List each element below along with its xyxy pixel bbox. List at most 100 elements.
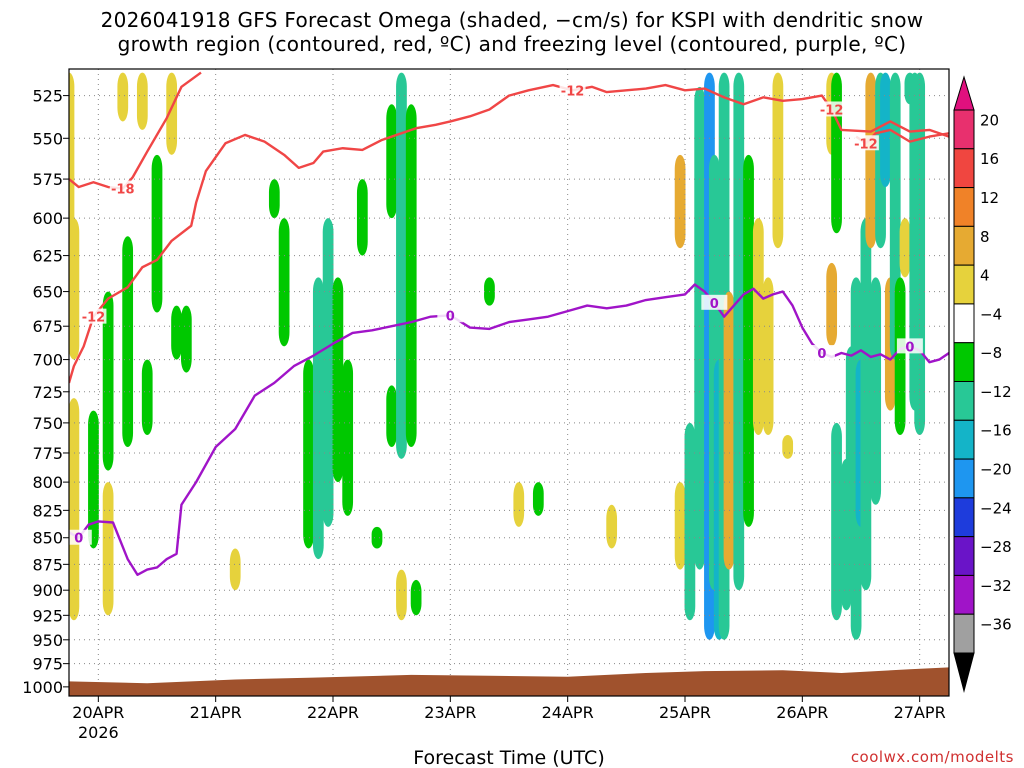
x-tick-label-27APR: 27APR (894, 703, 946, 722)
freezing-level-contour (69, 283, 949, 576)
dgz-label-4-bg (852, 135, 879, 151)
omega-cell-52 (831, 422, 842, 621)
y-tick-label-650: 650 (32, 283, 63, 302)
colorbar-label-12: −32 (980, 577, 1012, 595)
omega-cell-22 (356, 179, 368, 256)
x-year-label: 2026 (78, 723, 119, 742)
omega-cell-1 (69, 218, 80, 360)
terrain-fill (69, 667, 949, 696)
omega-shading (69, 72, 926, 640)
x-tick-label-24APR: 24APR (542, 703, 594, 722)
colorbar-swatch-12 (953, 574, 975, 615)
omega-cell-9 (141, 359, 153, 436)
credit-text: coolwx.com/modelts (851, 748, 1014, 766)
y-tick-label-975: 975 (32, 655, 63, 674)
y-tick-label-925: 925 (32, 606, 63, 625)
omega-cell-58 (865, 72, 877, 249)
x-axis: 20APR 21APR 22APR 23APR 24APR 25APR 26APR 27APR… (72, 696, 946, 742)
contour-lines: -18 -12 -12 -12 -12 0 0 0 0 0 (69, 71, 949, 576)
dgz-label-1-bg (109, 180, 136, 196)
colorbar-label-5: −4 (980, 305, 1002, 323)
y-tick-label-1000: 1000 (22, 678, 63, 697)
omega-cell-42 (723, 291, 735, 570)
colorbar-label-4: 4 (980, 267, 990, 285)
dgz-label-2: -12 (82, 311, 106, 326)
freezing-label-3: 0 (710, 297, 719, 312)
freezing-label-5-bg (896, 338, 923, 354)
y-tick-label-900: 900 (32, 581, 63, 600)
colorbar-label-1: 16 (980, 150, 999, 168)
colorbar-label-7: −12 (980, 383, 1012, 401)
freezing-label-1-bg (69, 529, 92, 545)
omega-cell-57 (860, 218, 872, 591)
x-axis-title: Forecast Time (UTC) (413, 747, 604, 768)
omega-cell-65 (899, 218, 911, 278)
y-tick-label-625: 625 (32, 247, 63, 266)
y-tick-label-950: 950 (32, 631, 63, 650)
omega-cell-44 (743, 154, 754, 527)
y-tick-label-675: 675 (32, 317, 63, 336)
dgz-contour-2 (855, 128, 949, 145)
omega-cell-32 (532, 482, 544, 516)
omega-cell-46 (762, 277, 774, 436)
omega-cell-5 (102, 291, 114, 471)
colorbar-label-10: −24 (980, 499, 1012, 517)
omega-cell-14 (229, 548, 241, 591)
dgz-contour-1 (69, 83, 949, 384)
y-tick-label-775: 775 (32, 444, 63, 463)
omega-cell-68 (914, 72, 926, 436)
omega-cell-2 (69, 398, 80, 621)
x-tick-label-21APR: 21APR (190, 703, 242, 722)
colorbar-top-arrow (953, 75, 975, 111)
colorbar-legend: 20 16 12 8 4 −4 −8 −12 −16 −20 −24 −28 −32 −36 (953, 75, 1012, 693)
y-tick-label-725: 725 (32, 383, 63, 402)
omega-cell-64 (894, 277, 906, 436)
colorbar-swatch-7 (953, 381, 975, 421)
omega-cell-26 (396, 72, 407, 459)
omega-cell-17 (303, 359, 314, 549)
dgz-label-3: -12 (561, 84, 585, 99)
x-tick-label-25APR: 25APR (659, 703, 711, 722)
freezing-label-5: 0 (905, 340, 914, 355)
y-tick-label-525: 525 (32, 87, 63, 106)
omega-cell-20 (332, 277, 344, 483)
y-tick-label-750: 750 (32, 414, 63, 433)
omega-cell-37 (694, 86, 706, 570)
colorbar-label-9: −20 (980, 460, 1012, 478)
dgz-label-4: -12 (854, 137, 878, 152)
colorbar-swatch-9 (953, 458, 975, 499)
y-tick-label-600: 600 (32, 209, 63, 228)
omega-cell-51 (831, 72, 842, 234)
colorbar-swatch-6 (953, 342, 975, 383)
omega-cell-7 (122, 236, 134, 448)
omega-cell-34 (674, 154, 686, 249)
y-tick-label-550: 550 (32, 129, 63, 148)
x-tick-label-23APR: 23APR (424, 703, 476, 722)
colorbar-label-6: −8 (980, 344, 1002, 362)
colorbar-label-11: −28 (980, 538, 1012, 556)
omega-cell-16 (278, 218, 290, 347)
colorbar-swatch-2 (953, 187, 975, 227)
colorbar-label-13: −36 (980, 616, 1012, 634)
y-tick-label-575: 575 (32, 170, 63, 189)
colorbar-swatch-1 (953, 148, 975, 189)
omega-cell-27 (396, 569, 407, 621)
colorbar-label-8: −16 (980, 422, 1012, 440)
omega-cell-19 (322, 218, 334, 527)
dgz-label-3-bg (559, 82, 586, 98)
colorbar-label-3: 8 (980, 228, 990, 246)
omega-cell-25 (386, 385, 398, 448)
omega-cell-13 (180, 305, 192, 373)
colorbar-swatch-3 (953, 225, 975, 266)
chart-title-line-2: growth region (contoured, red, ºC) and f… (118, 32, 907, 56)
dgz-label-2-bg (80, 308, 107, 324)
y-tick-label-825: 825 (32, 501, 63, 520)
omega-cell-48 (782, 435, 794, 459)
colorbar-label-0: 20 (980, 111, 999, 129)
x-tick-label-22APR: 22APR (307, 703, 359, 722)
omega-cell-8 (136, 72, 148, 130)
plot-frame (68, 68, 950, 697)
colorbar-label-2: 12 (980, 189, 999, 207)
colorbar-swatch-4 (953, 264, 975, 305)
omega-cell-43 (733, 72, 745, 591)
